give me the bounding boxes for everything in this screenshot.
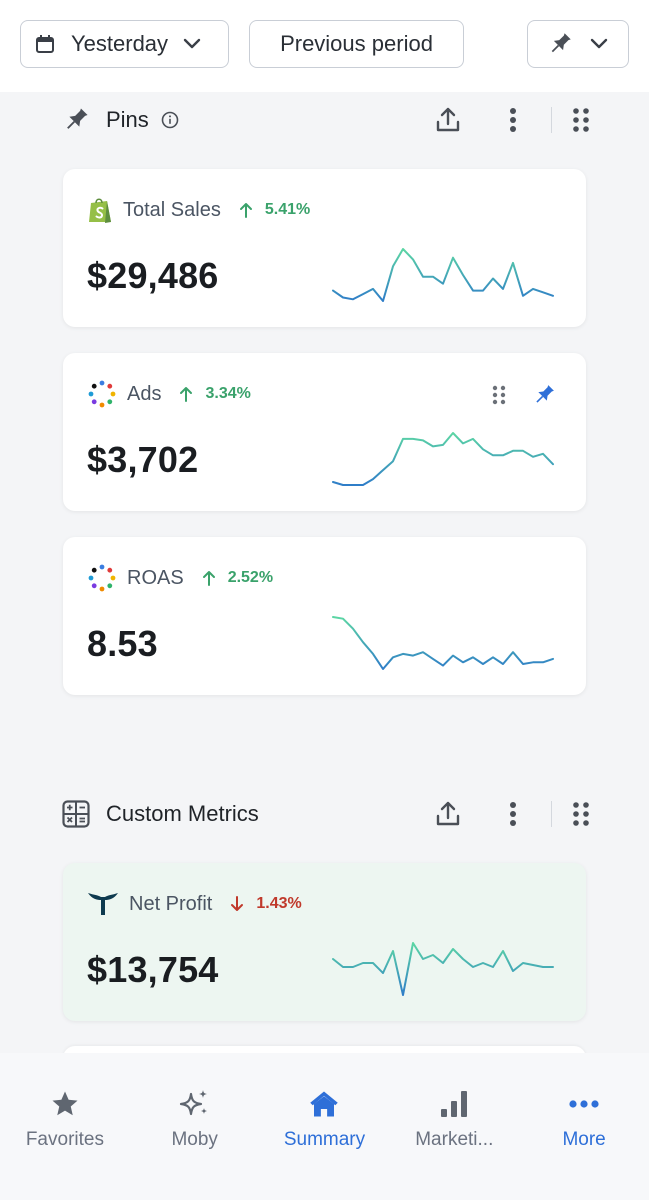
drag-handle-icon[interactable]: [492, 385, 506, 410]
pins-actions: [433, 100, 590, 140]
metric-name: Total Sales: [123, 198, 221, 221]
metric-value: $13,754: [87, 949, 219, 990]
sparkline: [332, 432, 554, 486]
drag-handle-icon[interactable]: [572, 801, 590, 827]
sparkline: [332, 942, 554, 996]
metric-value: $29,486: [87, 255, 219, 296]
compare-period-button[interactable]: Previous period: [249, 20, 464, 68]
bar-chart-icon: [439, 1089, 469, 1119]
star-icon: [50, 1089, 80, 1119]
sparkline-series: [332, 248, 554, 302]
nav-label: More: [562, 1129, 606, 1150]
metric-card-roas[interactable]: ROAS 2.52% 8.53: [63, 537, 586, 695]
bottom-navigation: Favorites Moby Summary Mar: [0, 1053, 649, 1200]
ads-dots-icon: [88, 380, 116, 408]
card-tools: [492, 383, 556, 412]
date-range-label: Yesterday: [71, 31, 169, 56]
sparkline-series: [332, 942, 554, 996]
home-icon: [309, 1089, 339, 1119]
nav-summary[interactable]: Summary: [260, 1053, 390, 1200]
nav-more[interactable]: More: [519, 1053, 649, 1200]
drag-handle-icon[interactable]: [572, 107, 590, 133]
chevron-down-icon: [590, 38, 608, 49]
pin-icon: [551, 33, 571, 53]
divider: [551, 107, 552, 133]
metric-value: 8.53: [87, 623, 158, 664]
info-icon[interactable]: [161, 111, 179, 129]
pinned-icon[interactable]: [532, 383, 556, 412]
metric-card-ads[interactable]: Ads 3.34% $3,702: [63, 353, 586, 511]
custom-metrics-actions: [433, 794, 590, 834]
divider: [551, 801, 552, 827]
custom-metrics-title: Custom Metrics: [106, 801, 259, 826]
sparkline: [332, 248, 554, 302]
metric-name: Net Profit: [129, 892, 213, 915]
more-vertical-icon[interactable]: [501, 107, 525, 133]
nav-moby[interactable]: Moby: [130, 1053, 260, 1200]
more-vertical-icon[interactable]: [501, 801, 525, 827]
share-icon[interactable]: [433, 106, 463, 134]
custom-metrics-section-header: Custom Metrics: [62, 794, 590, 834]
chevron-down-icon: [183, 38, 201, 49]
metric-value: $3,702: [87, 439, 199, 480]
metric-name: ROAS: [127, 566, 184, 589]
nav-label: Moby: [171, 1129, 218, 1150]
date-filter-bar: Yesterday Previous period: [0, 0, 649, 92]
calendar-icon: [36, 35, 54, 53]
ads-dots-icon: [88, 564, 116, 592]
share-icon[interactable]: [433, 800, 463, 828]
sparkline-series: [332, 616, 554, 670]
nav-favorites[interactable]: Favorites: [0, 1053, 130, 1200]
arrow-up-icon: [239, 202, 253, 218]
shopify-icon: [89, 198, 111, 223]
pins-section-header: Pins: [62, 100, 590, 140]
nav-label: Summary: [283, 1129, 366, 1150]
delta-badge: 1.43%: [230, 895, 302, 913]
arrow-up-icon: [179, 386, 193, 402]
date-range-dropdown[interactable]: Yesterday: [20, 20, 229, 68]
pin-menu-dropdown[interactable]: [527, 20, 629, 68]
calculator-icon: [62, 800, 90, 828]
nav-marketing[interactable]: Marketi...: [389, 1053, 519, 1200]
sparkline-series: [332, 432, 554, 486]
metric-card-total-sales[interactable]: Total Sales 5.41% $29,486: [63, 169, 586, 327]
metric-card-net-profit[interactable]: Net Profit 1.43% $13,754: [63, 863, 586, 1021]
sparkline: [332, 616, 554, 670]
sparkles-icon: [179, 1089, 211, 1119]
nav-label: Favorites: [25, 1129, 104, 1150]
delta-badge: 2.52%: [202, 569, 273, 587]
arrow-down-icon: [230, 896, 244, 912]
arrow-up-icon: [202, 570, 216, 586]
nav-label: Marketi...: [415, 1129, 494, 1150]
more-dots-icon: [569, 1089, 599, 1119]
pins-title: Pins: [106, 107, 149, 132]
triple-whale-icon: [88, 893, 118, 915]
metric-name: Ads: [127, 382, 162, 405]
delta-badge: 5.41%: [239, 201, 310, 219]
delta-badge: 3.34%: [179, 385, 251, 403]
compare-period-label: Previous period: [280, 31, 433, 56]
pin-icon: [67, 108, 88, 129]
